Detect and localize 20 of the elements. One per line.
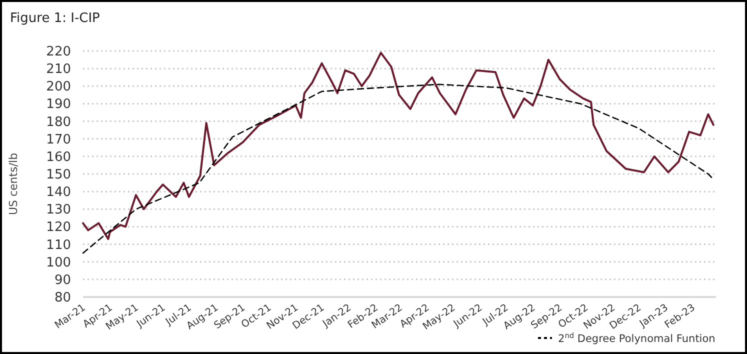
legend-label: 2$^{nd}$ Degree Polynomal Funtion: [558, 330, 716, 345]
y-tick-label: 170: [46, 132, 71, 148]
y-tick-label: 90: [54, 272, 71, 288]
y-tick-label: 140: [46, 185, 71, 200]
y-tick-label: 200: [46, 80, 71, 95]
y-tick-label: 80: [54, 290, 71, 306]
y-tick-label: 210: [46, 62, 71, 78]
y-tick-label: 130: [46, 202, 71, 218]
line-series: [82, 84, 714, 254]
y-tick-label: 220: [46, 44, 71, 60]
y-tick-label: 190: [46, 97, 71, 112]
y-tick-label: 120: [46, 220, 71, 236]
y-tick-label: 100: [46, 255, 71, 270]
chart-title: Figure 1: I-CIP: [10, 11, 100, 26]
y-tick-label: 160: [46, 150, 71, 165]
y-axis-title: US cents/lb: [7, 152, 20, 216]
line-series: [82, 52, 714, 240]
y-tick-label: 110: [46, 238, 71, 253]
y-tick-label: 180: [46, 114, 71, 130]
y-tick-label: 150: [46, 168, 71, 182]
